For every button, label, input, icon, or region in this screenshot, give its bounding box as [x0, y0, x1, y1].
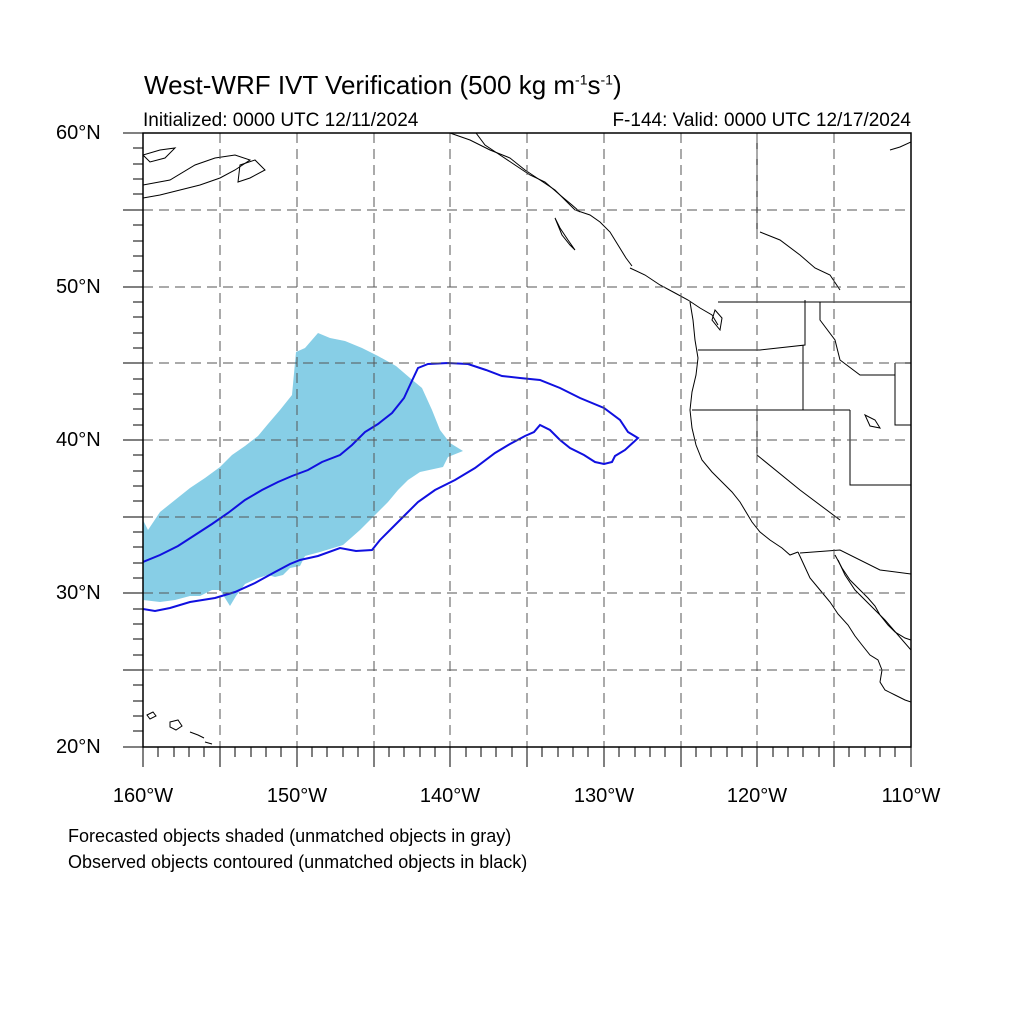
lat-label-50n: 50°N — [56, 276, 101, 298]
lat-label-40n: 40°N — [56, 429, 101, 451]
lon-label-130w: 130°W — [573, 785, 635, 807]
lon-label-140w: 140°W — [419, 785, 481, 807]
lat-label-60n: 60°N — [56, 122, 101, 144]
lon-label-150w: 150°W — [266, 785, 328, 807]
tick-marks — [123, 132, 912, 767]
lat-label-30n: 30°N — [56, 582, 101, 604]
observed-ivt-contour — [143, 361, 640, 613]
initialized-time: Initialized: 0000 UTC 12/11/2024 — [143, 110, 419, 131]
lon-label-120w: 120°W — [726, 785, 788, 807]
lat-label-20n: 20°N — [56, 736, 101, 758]
lon-label-110w: 110°W — [881, 785, 941, 807]
graticule — [143, 133, 911, 747]
lon-label-160w: 160°W — [112, 785, 174, 807]
coastlines — [143, 133, 911, 745]
forecast-ivt-object — [143, 333, 463, 606]
legend-observed-note: Observed objects contoured (unmatched ob… — [68, 852, 528, 872]
legend-forecast-note: Forecasted objects shaded (unmatched obj… — [68, 826, 512, 846]
valid-time: F-144: Valid: 0000 UTC 12/17/2024 — [612, 110, 911, 131]
map-title: West-WRF IVT Verification (500 kg m-1s-1… — [144, 70, 622, 100]
